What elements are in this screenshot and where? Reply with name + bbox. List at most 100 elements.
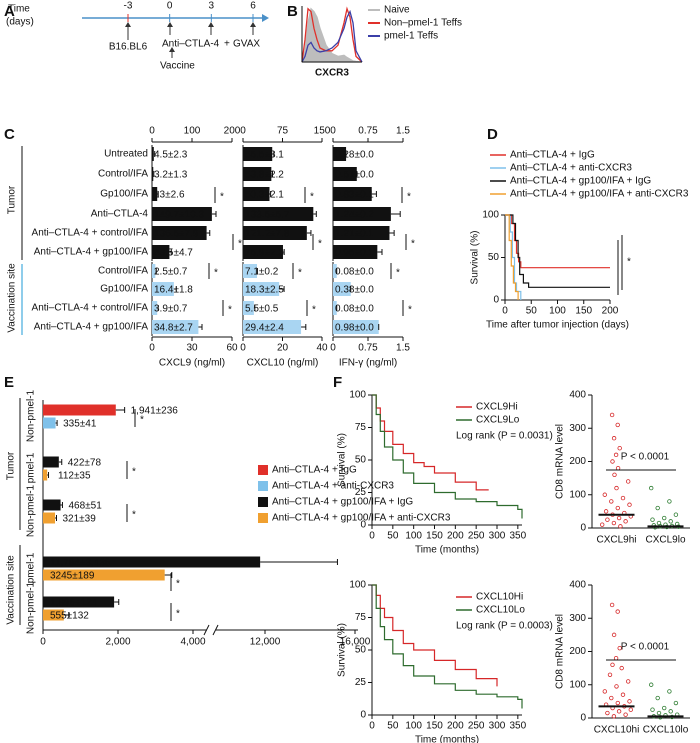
bar: [43, 499, 61, 511]
x-tick-label: 0: [240, 126, 246, 137]
bar: [243, 245, 283, 259]
arrowhead: [167, 22, 173, 27]
error-bar: [153, 171, 155, 177]
x-tick-label: 150: [426, 531, 443, 542]
group-label: Vaccination site: [7, 263, 18, 333]
y-tick-label: 25: [355, 487, 367, 498]
data-point: [650, 707, 655, 712]
histogram-curve: [301, 7, 363, 63]
significance-mark: *: [132, 510, 136, 521]
survival-curve: [372, 584, 523, 709]
y-tick-label: 0: [493, 295, 499, 306]
bar: [152, 282, 174, 296]
error-bar: [58, 459, 63, 465]
x-tick-label: 0: [149, 343, 155, 354]
error-bar: [272, 151, 275, 157]
x-tick-label: 0: [369, 531, 375, 542]
y-axis-label: Survival (%): [470, 231, 481, 285]
significance-mark: *: [132, 467, 136, 478]
y-tick-label: 100: [569, 489, 586, 500]
error-bar: [153, 151, 156, 157]
group-label: Vaccination site: [6, 555, 17, 625]
bar: [243, 187, 270, 201]
category-label: CXCL9lo: [645, 535, 685, 546]
bar: [152, 264, 156, 278]
bar: [333, 282, 351, 296]
significance-mark: *: [298, 268, 302, 279]
y-tick-label: 0: [580, 713, 586, 724]
bar: [333, 147, 347, 161]
legend-label: CXCL10Hi: [476, 592, 523, 603]
group-label: Tumor: [6, 451, 17, 480]
timeline-tick-label: 3: [209, 1, 215, 12]
legend-label: Anti–CTLA-4 + gp100/IFA + IgG: [510, 176, 651, 187]
bar: [333, 301, 337, 315]
significance-mark: *: [312, 305, 316, 316]
value-label: 1,941±236: [131, 406, 179, 417]
data-point: [616, 709, 622, 714]
y-axis-label: CD8 mRNA level: [555, 614, 566, 689]
error-bar: [271, 171, 273, 177]
data-point: [655, 695, 660, 701]
histogram-curve: [301, 9, 363, 63]
y-tick-label: 25: [355, 677, 367, 688]
value-label: 75.9±2.3: [245, 248, 284, 259]
x-tick-label: 300: [489, 721, 506, 732]
bar: [243, 301, 254, 315]
data-point: [662, 515, 667, 521]
bar: [43, 469, 48, 481]
x-tick-label: 200: [447, 721, 464, 732]
value-label: 133.5±5.7: [245, 210, 290, 221]
significance-mark: *: [140, 415, 144, 426]
data-point: [600, 522, 605, 527]
x-axis-label: CXCR3: [315, 68, 349, 79]
legend-swatch: [258, 497, 268, 507]
legend-swatch: [258, 465, 268, 475]
x-tick-label: 12,000: [250, 637, 281, 648]
data-point: [609, 499, 614, 504]
error-bar: [47, 472, 50, 478]
significance-mark: *: [411, 239, 415, 250]
data-point: [628, 707, 633, 712]
bar: [43, 404, 116, 416]
timeline-event: B16.BL6: [109, 42, 148, 53]
error-bar: [390, 211, 401, 217]
panel-label: F: [333, 374, 342, 391]
x-tick-label: 100: [405, 531, 422, 542]
data-point: [610, 662, 615, 667]
x-tick-label: 16,000: [340, 637, 371, 648]
value-label: 3.9±0.7: [154, 304, 188, 315]
error-bar: [377, 249, 383, 255]
value-label: 4.5±2.3: [154, 150, 188, 161]
bar: [152, 207, 212, 221]
category-label: Untreated: [104, 149, 148, 160]
value-label: 1.21±0.1: [335, 229, 374, 240]
value-label: 11,784±3,436: [50, 558, 111, 569]
value-label: 29.4±2.4: [245, 323, 284, 334]
legend-label: CXCL9Hi: [476, 402, 518, 413]
x-tick-label: 250: [468, 721, 485, 732]
survival-curve: [372, 584, 498, 687]
p-value-label: P < 0.0001: [621, 642, 670, 653]
data-point: [609, 695, 614, 701]
bar: [333, 226, 390, 240]
x-tick-label: 0: [240, 343, 246, 354]
panel-label: E: [4, 374, 14, 391]
data-point: [626, 479, 631, 484]
data-point: [627, 699, 632, 704]
data-point: [615, 505, 620, 511]
y-tick-label: 75: [355, 422, 367, 433]
error-bar: [206, 230, 211, 236]
category-label: Non-pmel-1: [26, 581, 37, 634]
bar: [152, 187, 158, 201]
significance-mark: *: [176, 609, 180, 620]
significance-mark: *: [214, 268, 218, 279]
value-label: 55.5±3.1: [245, 150, 284, 161]
x-axis-label: IFN-γ (ng/ml): [339, 358, 397, 369]
value-label: 0.08±0.0: [335, 304, 374, 315]
y-axis-label: Survival (%): [337, 433, 348, 487]
category-label: Anti–CTLA-4 + gp100/IFA: [34, 322, 149, 333]
x-tick-label: 350: [509, 721, 526, 732]
data-point: [650, 517, 655, 522]
category-label: Anti–CTLA-4 + control/IFA: [32, 303, 149, 314]
